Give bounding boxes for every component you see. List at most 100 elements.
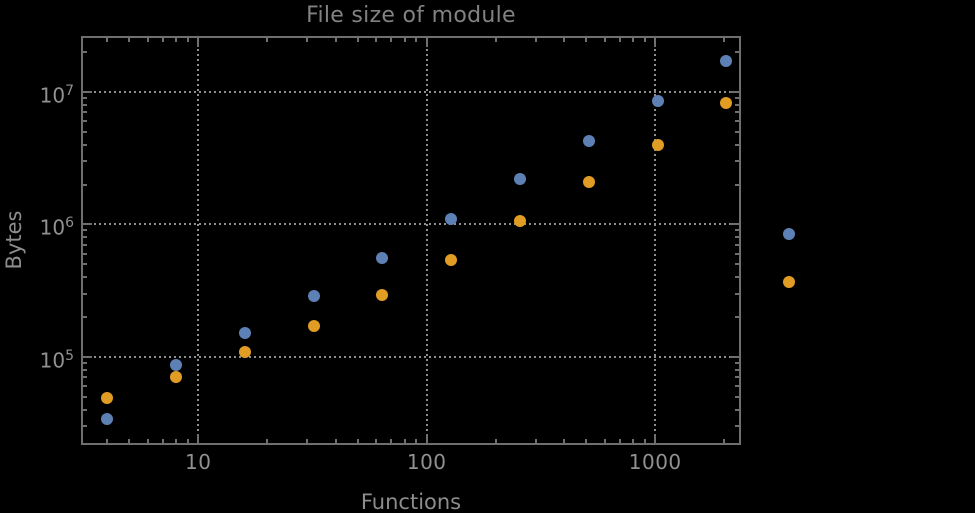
y-tick-right <box>735 292 739 295</box>
y-tick-left <box>83 183 87 186</box>
y-tick-left <box>83 355 92 358</box>
y-tick-left <box>83 111 87 114</box>
data-point-series-2-orange-x2048 <box>720 97 733 110</box>
y-tick-left <box>83 90 92 93</box>
x-tick-bottom <box>106 439 109 443</box>
y-tick-label-1e6: 106 <box>39 215 74 241</box>
x-tick-top <box>618 38 621 42</box>
x-tick-top <box>632 38 635 42</box>
x-tick-top <box>563 38 566 42</box>
x-tick-top <box>175 38 178 42</box>
x-tick-top <box>306 38 309 42</box>
y-tick-left <box>83 408 87 411</box>
y-tick-right <box>735 243 739 246</box>
x-tick-bottom <box>563 439 566 443</box>
x-tick-top <box>197 38 200 47</box>
data-point-series-1-blue-x16 <box>238 326 251 339</box>
y-tick-left <box>83 229 87 232</box>
y-tick-right <box>735 376 739 379</box>
y-tick-left <box>83 368 87 371</box>
data-point-series-2-orange-x64 <box>376 289 389 302</box>
y-tick-right <box>735 385 739 388</box>
y-tick-right <box>735 252 739 255</box>
y-tick-right <box>735 120 739 123</box>
y-tick-right <box>735 183 739 186</box>
x-tick-top <box>494 38 497 42</box>
data-point-series-2-orange-x4 <box>101 391 114 404</box>
chart-title: File size of module <box>306 3 516 28</box>
y-tick-left <box>83 252 87 255</box>
y-tick-left <box>83 361 87 364</box>
x-tick-bottom <box>390 439 393 443</box>
x-tick-bottom <box>534 439 537 443</box>
x-tick-label-100: 100 <box>406 450 447 474</box>
y-tick-left <box>83 130 87 133</box>
x-tick-bottom <box>186 439 189 443</box>
data-point-series-2-orange-x512 <box>582 175 595 188</box>
x-tick-label-10: 10 <box>184 450 212 474</box>
x-axis-label: Functions <box>360 490 462 513</box>
y-tick-left <box>83 292 87 295</box>
y-tick-left <box>83 243 87 246</box>
data-point-series-2-orange-x16 <box>238 346 251 359</box>
x-tick-bottom <box>356 439 359 443</box>
y-tick-left <box>83 143 87 146</box>
x-tick-bottom <box>128 439 131 443</box>
y-tick-label-1e7: 107 <box>39 82 74 108</box>
data-point-series-1-blue-x512 <box>582 134 595 147</box>
y-tick-right <box>735 51 739 54</box>
y-tick-left <box>83 103 87 106</box>
y-tick-right <box>735 143 739 146</box>
x-tick-bottom <box>334 439 337 443</box>
y-tick-right <box>730 90 739 93</box>
y-tick-left <box>83 316 87 319</box>
y-tick-right <box>735 111 739 114</box>
x-tick-top <box>722 38 725 42</box>
y-tick-left <box>83 51 87 54</box>
data-point-series-1-blue-x64 <box>376 251 389 264</box>
y-tick-right <box>730 355 739 358</box>
y-tick-right <box>735 103 739 106</box>
y-tick-left <box>83 97 87 100</box>
y-tick-right <box>730 223 739 226</box>
x-tick-bottom <box>654 434 657 443</box>
y-tick-left <box>83 263 87 266</box>
x-tick-bottom <box>618 439 621 443</box>
x-tick-bottom <box>494 439 497 443</box>
gridline-x-10 <box>197 39 200 442</box>
x-tick-bottom <box>403 439 406 443</box>
x-tick-bottom <box>175 439 178 443</box>
x-tick-top <box>654 38 657 47</box>
x-tick-top <box>425 38 428 47</box>
x-tick-top <box>585 38 588 42</box>
y-tick-left <box>83 236 87 239</box>
x-tick-top <box>415 38 418 42</box>
y-tick-left <box>83 120 87 123</box>
y-tick-right <box>735 236 739 239</box>
y-tick-left <box>83 385 87 388</box>
data-point-series-2-orange-x1024 <box>651 138 664 151</box>
x-tick-top <box>186 38 189 42</box>
data-point-series-1-blue-x32 <box>307 290 320 303</box>
x-tick-top <box>375 38 378 42</box>
y-tick-right <box>735 229 739 232</box>
x-tick-top <box>146 38 149 42</box>
x-tick-top <box>643 38 646 42</box>
data-point-series-1-blue-x8 <box>170 358 183 371</box>
x-tick-bottom <box>415 439 418 443</box>
x-tick-bottom <box>603 439 606 443</box>
y-tick-left <box>83 276 87 279</box>
gridline-x-1000 <box>654 39 657 442</box>
y-tick-right <box>735 160 739 163</box>
x-tick-bottom <box>266 439 268 443</box>
gridline-y-1e7 <box>84 90 738 93</box>
y-tick-right <box>735 316 739 319</box>
y-tick-label-1e5: 105 <box>39 347 74 373</box>
x-tick-top <box>266 38 268 42</box>
y-tick-right <box>735 368 739 371</box>
y-tick-left <box>83 425 87 428</box>
x-tick-top <box>356 38 359 42</box>
y-tick-right <box>735 263 739 266</box>
y-axis-label: Bytes <box>2 210 26 270</box>
